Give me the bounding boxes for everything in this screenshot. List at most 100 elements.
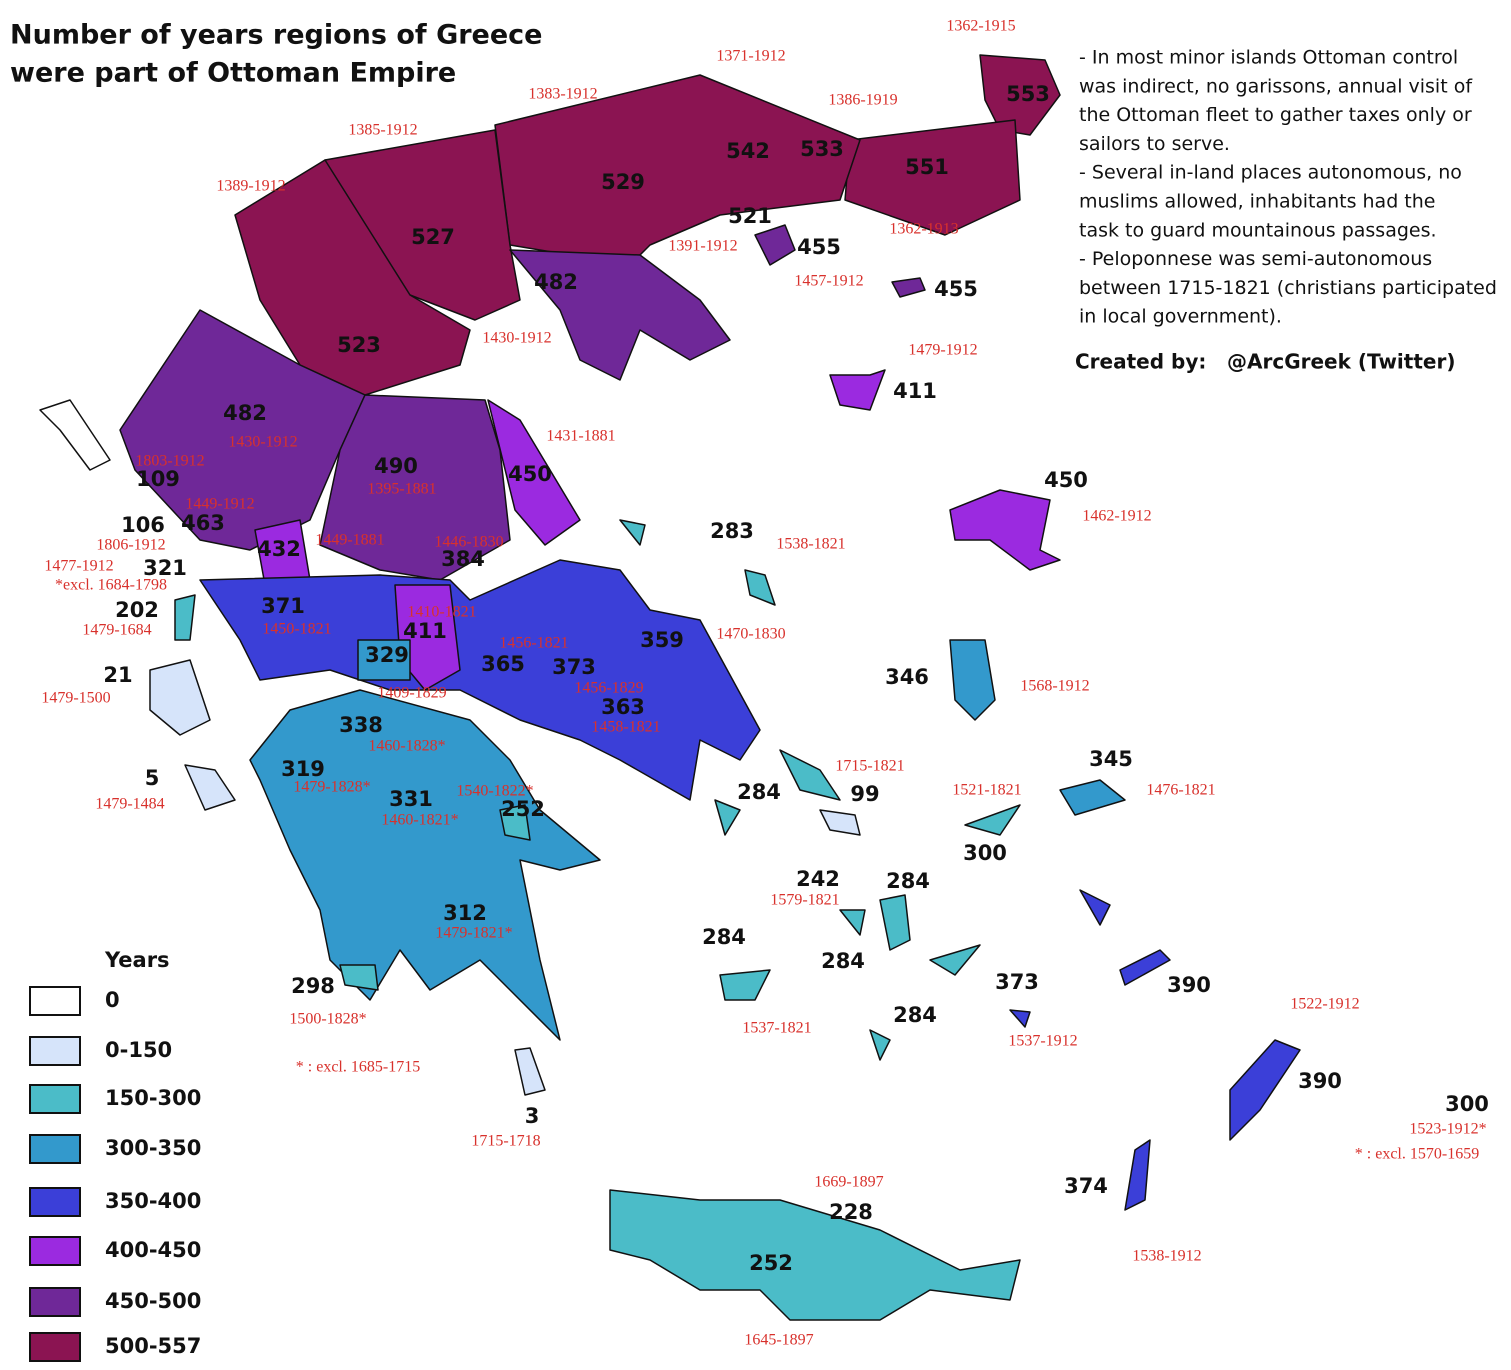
period: 1449-1881 xyxy=(315,532,384,549)
period: * : excl. 1570-1659 xyxy=(1355,1146,1479,1163)
legend-swatch xyxy=(29,986,81,1016)
region xyxy=(499,804,531,841)
period: * : excl. 1685-1715 xyxy=(296,1059,420,1076)
period: 1568-1912 xyxy=(1020,678,1089,695)
region xyxy=(1119,949,1171,986)
period: 1803-1912 xyxy=(135,453,204,470)
legend-swatch xyxy=(29,1036,81,1066)
region-years: 374 xyxy=(1064,1174,1108,1198)
region xyxy=(1009,1009,1031,1028)
region-years: 319 xyxy=(281,757,325,781)
region xyxy=(184,764,236,811)
title: were part of Ottoman Empire xyxy=(10,58,456,89)
legend-swatch xyxy=(29,1287,81,1317)
note-line: was indirect, no garissons, annual visit… xyxy=(1079,75,1473,97)
region-years: 371 xyxy=(261,594,305,618)
region xyxy=(779,749,841,801)
region-years: 321 xyxy=(143,556,187,580)
regions xyxy=(39,54,1301,1321)
note-line: - Several in-land places autonomous, no xyxy=(1079,162,1462,184)
period: 1540-1822* xyxy=(456,783,533,800)
region xyxy=(754,224,796,266)
legend-swatch xyxy=(29,1332,81,1362)
period: 1715-1821 xyxy=(835,758,904,775)
region-years: 3 xyxy=(525,1104,540,1128)
period: 1479-1912 xyxy=(908,342,977,359)
legend-swatch xyxy=(29,1236,81,1266)
period: 1715-1718 xyxy=(471,1133,540,1150)
region-years: 345 xyxy=(1089,747,1133,771)
region-years: 284 xyxy=(886,869,930,893)
region-years: 390 xyxy=(1167,973,1211,997)
region-years: 284 xyxy=(821,949,865,973)
region xyxy=(149,659,211,736)
period: 1479-1684 xyxy=(82,622,151,639)
region-years: 284 xyxy=(702,925,746,949)
note-line: - In most minor islands Ottoman control xyxy=(1079,47,1458,69)
region xyxy=(357,639,411,681)
region-years: 329 xyxy=(365,643,409,667)
period: 1479-1500 xyxy=(41,690,110,707)
region xyxy=(1229,1039,1301,1141)
region-years: 384 xyxy=(441,547,485,571)
period: 1371-1912 xyxy=(716,48,785,65)
region xyxy=(964,804,1021,836)
region-years: 298 xyxy=(291,974,335,998)
region-years: 542 xyxy=(726,139,770,163)
region-years: 106 xyxy=(121,513,165,537)
region-years: 553 xyxy=(1006,82,1050,106)
period: 1669-1897 xyxy=(814,1174,883,1191)
period: *excl. 1684-1798 xyxy=(55,577,167,594)
period: 1523-1912* xyxy=(1409,1121,1486,1138)
region-years: 5 xyxy=(145,766,160,790)
period: 1362-1915 xyxy=(946,18,1015,35)
region-years: 228 xyxy=(829,1200,873,1224)
region-years: 365 xyxy=(481,652,525,676)
legend-label: 500-557 xyxy=(105,1334,201,1358)
period: 1477-1912 xyxy=(44,558,113,575)
region xyxy=(869,1029,891,1061)
region-years: 432 xyxy=(257,537,301,561)
period: 1458-1821 xyxy=(591,719,660,736)
region-years: 202 xyxy=(115,598,159,622)
region-years: 411 xyxy=(893,379,937,403)
region-years: 300 xyxy=(1445,1092,1489,1116)
period: 1446-1830 xyxy=(434,534,503,551)
period: 1479-1828* xyxy=(293,779,370,796)
region-years: 455 xyxy=(797,235,841,259)
region-years: 523 xyxy=(337,333,381,357)
region-years: 529 xyxy=(601,170,645,194)
region-years: 463 xyxy=(181,511,225,535)
region-years: 99 xyxy=(850,782,879,806)
legend-label: 150-300 xyxy=(105,1086,201,1110)
region xyxy=(1059,779,1126,816)
period: 1456-1821 xyxy=(499,635,568,652)
period: 1579-1821 xyxy=(770,892,839,909)
region-years: 533 xyxy=(800,137,844,161)
region xyxy=(879,894,911,951)
region-years: 21 xyxy=(103,663,132,687)
region-years: 283 xyxy=(710,519,754,543)
note-line: sailors to serve. xyxy=(1079,133,1230,155)
region-years: 390 xyxy=(1298,1069,1342,1093)
legend-label: 0 xyxy=(105,988,120,1012)
period: 1450-1821 xyxy=(262,621,331,638)
region xyxy=(619,519,646,546)
legend-swatch xyxy=(29,1134,81,1164)
region xyxy=(839,909,866,936)
region xyxy=(514,1047,546,1096)
period: 1449-1912 xyxy=(185,496,254,513)
period: 1389-1912 xyxy=(216,178,285,195)
region-years: 359 xyxy=(640,628,684,652)
legend-label: 300-350 xyxy=(105,1136,201,1160)
period: 1385-1912 xyxy=(348,122,417,139)
note-line: - Peloponnese was semi-autonomous xyxy=(1079,248,1432,270)
region xyxy=(819,809,861,836)
period: 1457-1912 xyxy=(794,273,863,290)
region xyxy=(949,489,1061,571)
period: 1386-1919 xyxy=(828,92,897,109)
region xyxy=(339,964,379,991)
period: 1645-1897 xyxy=(744,1332,813,1349)
period: 1410-1821 xyxy=(407,604,476,621)
period: 1479-1484 xyxy=(95,796,164,813)
